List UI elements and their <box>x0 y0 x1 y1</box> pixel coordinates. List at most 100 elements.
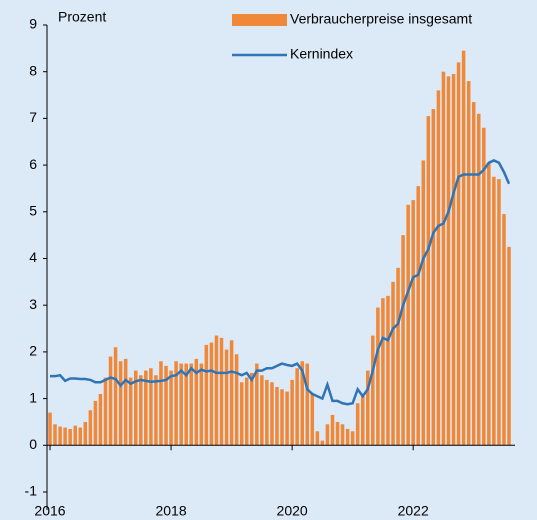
legend-swatch <box>232 14 287 26</box>
bar <box>355 403 360 446</box>
bar <box>280 389 284 446</box>
bar <box>63 427 67 446</box>
bar <box>290 379 294 446</box>
bar <box>300 361 304 446</box>
bar <box>169 370 173 446</box>
bar <box>366 370 370 446</box>
x-tick-label: 2018 <box>155 503 186 519</box>
bar <box>275 386 279 446</box>
y-tick-label: 0 <box>29 436 37 452</box>
bar <box>78 427 83 446</box>
bar <box>310 393 315 446</box>
bar <box>179 363 183 446</box>
bar <box>68 428 72 446</box>
bar <box>416 186 420 446</box>
bar <box>194 358 199 446</box>
bar <box>199 363 204 446</box>
bar <box>492 176 496 446</box>
bar <box>103 377 108 446</box>
bar <box>255 363 259 446</box>
bar <box>396 267 400 446</box>
bar <box>360 393 365 446</box>
x-tick-label: 2020 <box>277 503 308 519</box>
y-tick-label: 3 <box>29 296 37 312</box>
bar <box>108 356 113 446</box>
bar <box>315 431 320 446</box>
bar <box>204 344 209 446</box>
y-tick-label: 8 <box>29 62 37 78</box>
bar <box>88 410 93 446</box>
bar <box>461 50 466 446</box>
y-tick-label: 2 <box>29 343 37 359</box>
bar <box>224 349 229 446</box>
bar <box>93 400 98 446</box>
bar <box>134 370 138 446</box>
bar <box>144 370 148 446</box>
bar <box>53 424 57 446</box>
bar <box>118 361 123 446</box>
y-tick-label: 7 <box>29 109 37 125</box>
bar <box>128 377 133 446</box>
bar <box>260 375 264 446</box>
x-tick-label: 2016 <box>34 503 65 519</box>
bar <box>58 426 62 446</box>
bar <box>401 235 405 446</box>
bar <box>330 414 335 446</box>
line <box>50 159 511 406</box>
bar <box>244 377 249 446</box>
bar <box>48 412 52 446</box>
bar <box>305 363 310 446</box>
x-tick-label: 2022 <box>398 503 429 519</box>
bar <box>149 368 153 446</box>
legend-label: Kernindex <box>290 46 353 62</box>
bar <box>497 179 501 446</box>
bar <box>376 307 380 446</box>
bar <box>476 113 481 446</box>
y-tick-label: 1 <box>29 389 37 405</box>
bar <box>159 361 163 446</box>
bar <box>411 200 415 446</box>
bar <box>113 347 118 446</box>
bar <box>174 361 178 446</box>
bar <box>164 365 168 446</box>
bar <box>234 354 239 446</box>
bar <box>406 204 410 446</box>
bar <box>184 363 188 446</box>
bar <box>214 335 219 446</box>
bar <box>436 90 441 446</box>
bar <box>285 391 289 446</box>
bar <box>456 62 461 446</box>
bar <box>381 298 385 446</box>
bar <box>507 246 511 446</box>
bar <box>487 162 491 446</box>
bar <box>239 382 244 446</box>
bar <box>325 424 330 446</box>
bar <box>471 102 476 446</box>
bar <box>446 76 451 446</box>
bar <box>270 382 274 446</box>
bar <box>73 425 78 446</box>
bar <box>265 379 269 446</box>
bar <box>189 363 193 446</box>
bar <box>451 74 456 446</box>
bar <box>441 71 446 446</box>
bar <box>249 372 254 446</box>
bar <box>340 424 345 446</box>
y-tick-label: 9 <box>29 16 37 32</box>
y-axis-label: Prozent <box>58 9 106 25</box>
y-tick-label: 6 <box>29 156 37 172</box>
bar <box>386 295 390 446</box>
bar <box>219 337 224 446</box>
bar <box>391 281 395 446</box>
bar <box>421 160 426 446</box>
bar <box>139 375 143 446</box>
bar <box>350 431 355 446</box>
bar <box>482 127 486 446</box>
bar <box>123 358 128 446</box>
bar <box>335 421 340 446</box>
bar <box>209 342 214 446</box>
bar <box>98 393 103 446</box>
bar <box>83 421 88 446</box>
bar <box>229 340 234 446</box>
